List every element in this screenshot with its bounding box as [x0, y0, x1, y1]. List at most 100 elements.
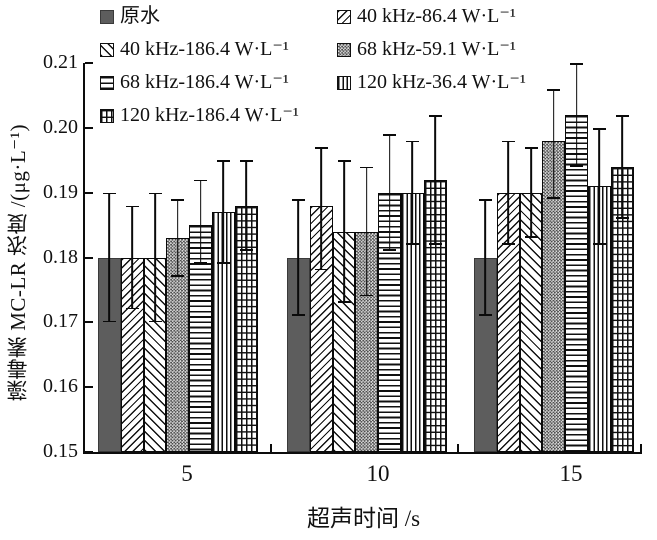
y-tick-label: 0.20 [43, 115, 78, 138]
legend-swatch-dots-icon [337, 42, 351, 57]
bar [565, 114, 588, 452]
legend-item: 40 kHz-86.4 W·L⁻¹ [337, 6, 526, 27]
legend-label: 68 kHz-59.1 W·L⁻¹ [357, 38, 516, 60]
error-bar-cap-bottom [360, 294, 374, 297]
error-bar-cap-bottom [194, 262, 208, 264]
error-bar-cap-bottom [216, 262, 230, 264]
error-bar-cap-top [314, 147, 328, 149]
legend-swatch-diag-forward-icon [337, 9, 351, 24]
y-tick [85, 62, 93, 64]
error-bar-cap-top [570, 63, 584, 65]
legend-label: 120 kHz-186.4 W·L⁻¹ [120, 104, 299, 126]
error-bar-cap-top [216, 160, 230, 162]
error-bar-cap-bottom [291, 314, 305, 316]
legend: 原水 40 kHz-86.4 W·L⁻¹ 40 kHz-186.4 W·L⁻¹ 68 … [100, 6, 526, 126]
bar [234, 205, 258, 452]
error-bar-line [621, 114, 624, 219]
error-bar-cap-top [405, 140, 419, 143]
error-bar-line [575, 63, 578, 167]
error-bar-line [434, 114, 437, 245]
error-bar-cap-top [194, 179, 208, 182]
error-bar-line [108, 192, 111, 323]
error-bar-cap-bottom [148, 320, 162, 323]
error-bar [592, 127, 606, 245]
error-bar-cap-top [615, 114, 629, 117]
legend-item: 120 kHz-186.4 W·L⁻¹ [100, 105, 337, 126]
error-bar [239, 160, 253, 252]
y-tick-label: 0.16 [43, 375, 78, 398]
bar [496, 192, 520, 452]
y-axis [83, 63, 85, 454]
error-bar-cap-bottom [547, 197, 561, 200]
error-bar-cap-top [239, 160, 253, 162]
error-bar [360, 166, 374, 297]
y-tick [85, 321, 93, 324]
error-bar-cap-top [524, 147, 538, 149]
error-bar-line [484, 199, 487, 316]
error-bar [291, 199, 305, 316]
error-bar-cap-top [547, 88, 561, 91]
x-tick [457, 444, 459, 452]
error-bar [125, 205, 139, 310]
error-bar-cap-top [291, 199, 305, 201]
legend-item: 原水 [100, 6, 337, 27]
y-tick-label: 0.17 [43, 310, 78, 333]
bar [120, 257, 144, 452]
error-bar-cap-bottom [239, 249, 253, 252]
bar [378, 192, 401, 452]
error-bar [314, 147, 328, 271]
error-bar-line [131, 205, 134, 310]
error-bar-cap-top [383, 134, 397, 136]
error-bar-line [552, 88, 555, 200]
error-bar-line [199, 179, 202, 264]
error-bar [478, 199, 492, 316]
error-bar-cap-bottom [524, 236, 538, 239]
error-bar [337, 160, 351, 303]
bar [401, 192, 424, 452]
error-bar-cap-top [360, 166, 374, 169]
error-bar-line [297, 199, 300, 316]
bar [309, 205, 333, 452]
legend-item: 68 kHz-186.4 W·L⁻¹ [100, 72, 337, 93]
error-bar-cap-bottom [337, 301, 351, 303]
error-bar-line [388, 134, 391, 251]
legend-label: 原水 [120, 5, 160, 27]
error-bar-line [411, 140, 414, 245]
error-bar-line [343, 160, 345, 303]
y-tick [85, 256, 93, 259]
y-tick [85, 191, 93, 194]
y-tick [85, 451, 93, 453]
error-bar [428, 114, 442, 245]
error-bar [102, 192, 116, 323]
error-bar-line [530, 147, 532, 239]
legend-label: 68 kHz-186.4 W·L⁻¹ [120, 71, 289, 93]
legend-item: 40 kHz-186.4 W·L⁻¹ [100, 39, 337, 60]
error-bar-cap-bottom [314, 268, 328, 271]
error-bar-line [176, 199, 179, 277]
error-bar-cap-bottom [592, 242, 606, 245]
error-bar-cap-bottom [478, 314, 492, 316]
x-axis-title: 超声时间 /s [306, 506, 421, 531]
error-bar [194, 179, 208, 264]
error-bar-line [154, 192, 156, 323]
error-bar-cap-bottom [570, 165, 584, 167]
y-tick-label: 0.19 [43, 180, 78, 203]
error-bar [383, 134, 397, 251]
legend-label: 120 kHz-36.4 W·L⁻¹ [357, 71, 526, 93]
error-bar-cap-bottom [428, 242, 442, 245]
error-bar-line [245, 160, 248, 252]
y-tick [85, 126, 93, 129]
legend-label: 40 kHz-86.4 W·L⁻¹ [357, 5, 516, 27]
error-bar-line [365, 166, 368, 297]
error-bar-line [222, 160, 225, 264]
x-tick [640, 444, 642, 452]
error-bar-cap-top [148, 192, 162, 195]
x-tick-label: 10 [366, 461, 390, 486]
error-bar-cap-top [428, 114, 442, 117]
x-tick-label: 5 [181, 461, 193, 486]
error-bar [501, 140, 515, 245]
error-bar-cap-bottom [615, 216, 629, 219]
y-tick-label: 0.18 [43, 245, 78, 268]
y-tick [85, 386, 93, 389]
